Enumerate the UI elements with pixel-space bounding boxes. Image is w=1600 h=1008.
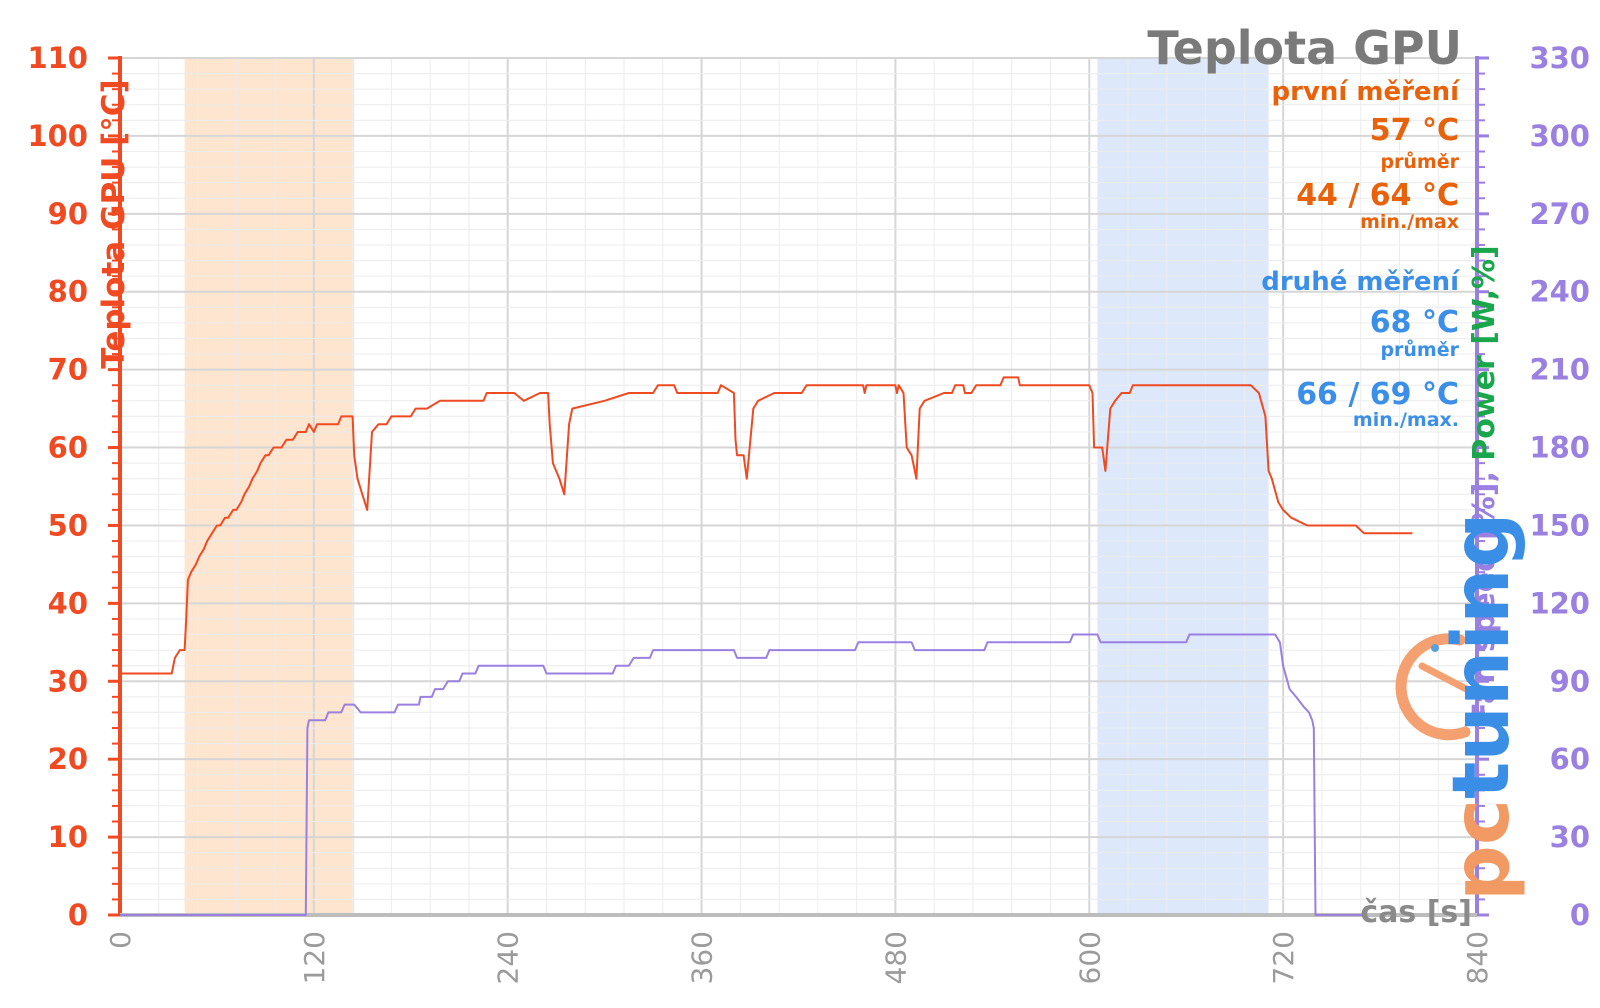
y-tick-right-label: 120 <box>1529 586 1590 620</box>
x-tick-label: 0 <box>104 931 137 949</box>
y-tick-left-label: 0 <box>68 898 88 932</box>
y-axis-right-label-sep: , <box>1467 461 1502 483</box>
y-tick-left-label: 40 <box>48 586 88 620</box>
y-axis-left-label: Teplota GPU [°C] <box>96 79 132 368</box>
y-tick-right-label: 300 <box>1529 119 1590 153</box>
y-tick-right-label: 30 <box>1550 820 1590 854</box>
x-tick-label: 840 <box>1461 931 1494 984</box>
x-axis-label: čas [s] <box>1360 895 1472 930</box>
y-tick-right-label: 150 <box>1529 508 1590 542</box>
highlight-regions <box>184 58 1269 915</box>
chart-title: Teplota GPU <box>1147 21 1462 75</box>
x-tick-label: 600 <box>1073 931 1106 984</box>
annotation-first-avg: 57 °C <box>1370 113 1459 148</box>
annotation-second: druhé měření 68 °C průměr 66 / 69 °C min… <box>1261 267 1461 431</box>
y-tick-left-label: 20 <box>48 742 88 776</box>
y-tick-right-label: 180 <box>1529 431 1590 465</box>
y-tick-left-label: 50 <box>48 508 88 542</box>
x-tick-label: 120 <box>298 931 331 984</box>
y-axis-right-label-power: Power [W,%] <box>1467 245 1502 460</box>
annotation-first-minmax: 44 / 64 °C <box>1296 178 1459 213</box>
y-tick-right-label: 210 <box>1529 353 1590 387</box>
y-tick-right-label: 330 <box>1529 41 1590 75</box>
axes <box>108 56 1489 917</box>
grid <box>119 57 1478 916</box>
annotation-second-avg-label: průměr <box>1380 338 1459 361</box>
x-tick-label: 720 <box>1267 931 1300 984</box>
highlight-region-2 <box>1097 58 1269 915</box>
annotation-second-heading: druhé měření <box>1261 267 1461 297</box>
y-tick-left-label: 80 <box>48 275 88 309</box>
y-tick-right-label: 270 <box>1529 197 1590 231</box>
annotation-second-avg: 68 °C <box>1370 305 1459 340</box>
y-tick-right-label: 240 <box>1529 275 1590 309</box>
pctuning-logo: pctuning <box>1395 512 1527 901</box>
logo-gauge-icon <box>1395 633 1478 741</box>
annotation-second-minmax: 66 / 69 °C <box>1296 377 1459 412</box>
x-tick-label: 360 <box>686 931 719 984</box>
y-tick-right-label: 90 <box>1550 664 1590 698</box>
annotation-first: první měření 57 °C průměr 44 / 64 °C min… <box>1272 77 1462 233</box>
highlight-region-1 <box>184 58 355 915</box>
logo-text: pctuning <box>1437 512 1527 901</box>
annotation-first-minmax-label: min./max <box>1360 211 1459 233</box>
y-tick-left-label: 100 <box>27 119 88 153</box>
y-axis-right-label-fan: Fan speed [%] <box>1467 483 1502 723</box>
y-tick-left-label: 30 <box>48 664 88 698</box>
y-tick-left-label: 60 <box>48 431 88 465</box>
y-tick-left-label: 90 <box>48 197 88 231</box>
tick-labels: 0 10 20 30 40 50 60 70 80 90 100 110 0 30 60 90 120 150 18… <box>27 41 1590 984</box>
x-tick-label: 240 <box>492 931 525 984</box>
y-tick-left-label: 110 <box>27 41 88 75</box>
y-tick-left-label: 70 <box>48 353 88 387</box>
y-axis-right-label: Fan speed [%], Power [W,%] <box>1467 245 1502 722</box>
temperature-series-line <box>120 376 1413 675</box>
fan-speed-series-line <box>120 633 1364 916</box>
y-tick-right-label: 0 <box>1570 898 1590 932</box>
series-lines <box>120 376 1413 916</box>
annotation-first-avg-label: průměr <box>1380 150 1459 173</box>
y-tick-right-label: 60 <box>1550 742 1590 776</box>
annotation-second-minmax-label: min./max. <box>1353 409 1459 431</box>
annotation-first-heading: první měření <box>1272 77 1462 107</box>
y-tick-left-label: 10 <box>48 820 88 854</box>
x-tick-label: 480 <box>879 931 912 984</box>
